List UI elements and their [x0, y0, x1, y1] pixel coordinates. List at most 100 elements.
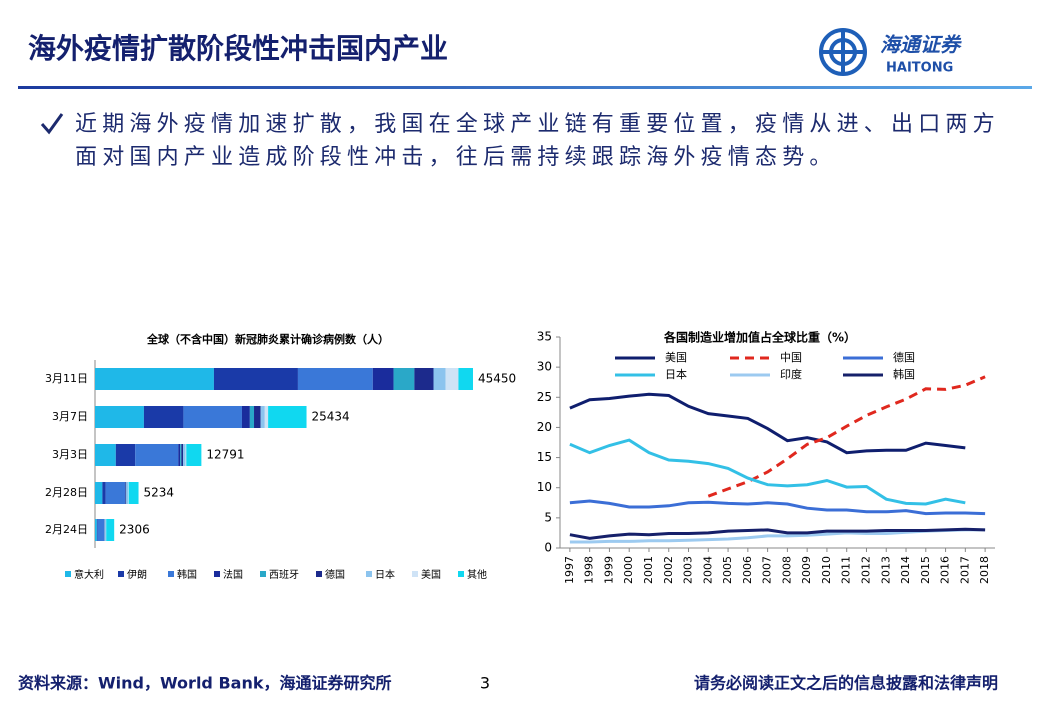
legend-swatch [366, 571, 372, 577]
bar-segment [297, 368, 373, 390]
bar-segment [128, 482, 129, 504]
bar-segment [241, 406, 250, 428]
disclaimer: 请务必阅读正文之后的信息披露和法律声明 [694, 674, 998, 693]
x-tick-label: 2016 [939, 556, 952, 584]
y-tick-label: 15 [537, 450, 552, 464]
logo-text-en: HAITONG [886, 61, 953, 76]
y-tick-label: 2月24日 [45, 523, 88, 536]
bar-segment [143, 406, 184, 428]
slide-title: 海外疫情扩散阶段性冲击国内产业 [28, 32, 448, 65]
source-note: 资料来源：Wind，World Bank，海通证券研究所 [18, 674, 391, 693]
bar-segment [185, 444, 187, 466]
legend-label: 中国 [780, 351, 802, 364]
x-tick-label: 2012 [859, 556, 872, 584]
x-tick-label: 2008 [780, 556, 793, 584]
bar-segment [183, 406, 242, 428]
bar-segment [433, 368, 446, 390]
legend-swatch [458, 571, 464, 577]
bar-segment [95, 482, 103, 504]
series-line [707, 375, 986, 498]
bar-segment [115, 444, 136, 466]
legend-label: 韩国 [893, 367, 915, 381]
x-tick-label: 1998 [583, 556, 596, 584]
x-tick-label: 2017 [958, 556, 971, 584]
y-tick-label: 2月28日 [45, 486, 88, 499]
page-number: 3 [480, 674, 490, 693]
legend-label: 日本 [665, 367, 687, 381]
bar-segment [105, 482, 126, 504]
legend-swatch [118, 571, 124, 577]
bar-segment [260, 406, 265, 428]
x-tick-label: 2015 [919, 556, 932, 584]
legend-label: 意大利 [74, 568, 104, 581]
bar-segment [254, 406, 261, 428]
x-tick-label: 2006 [741, 556, 754, 584]
bar-segment [106, 519, 115, 541]
x-tick-label: 2001 [642, 556, 655, 584]
x-tick-label: 2000 [622, 556, 635, 584]
series-line [569, 499, 986, 516]
bar-segment [183, 444, 186, 466]
title-rule [18, 86, 1032, 89]
bar-segment [95, 406, 144, 428]
x-tick-label: 2005 [721, 556, 734, 584]
logo-icon [819, 28, 867, 76]
bar-segment [414, 368, 434, 390]
bar-segment [104, 519, 106, 541]
total-label: 12791 [206, 448, 244, 462]
bar-segment [372, 368, 394, 390]
bar-segment [458, 368, 473, 390]
bar-segment [102, 482, 106, 504]
legend-label: 韩国 [177, 568, 197, 581]
bar-segment [95, 368, 214, 390]
check-icon [40, 113, 64, 135]
x-tick-label: 2004 [701, 556, 714, 584]
legend-label: 其他 [467, 568, 487, 581]
bullet-text: 近期海外疫情加速扩散，我国在全球产业链有重要位置，疫情从进、出口两方面对国内产业… [75, 112, 1000, 170]
logo-text: 海通证券 [880, 33, 962, 57]
y-tick-label: 35 [537, 330, 552, 344]
x-tick-label: 2011 [840, 556, 853, 584]
legend-label: 德国 [325, 568, 345, 581]
legend-label: 美国 [421, 568, 441, 581]
bar-segment [180, 444, 182, 466]
y-tick-label: 5 [544, 510, 552, 524]
series-line [569, 438, 966, 506]
bar-segment [213, 368, 298, 390]
bar-segment [95, 519, 97, 541]
y-tick-label: 20 [537, 420, 552, 434]
legend-label: 日本 [375, 568, 395, 581]
x-tick-label: 2009 [800, 556, 813, 584]
bar-segment [264, 406, 269, 428]
total-label: 25434 [312, 410, 350, 424]
legend-label: 伊朗 [127, 569, 147, 581]
y-tick-label: 3月7日 [52, 410, 88, 423]
series-line [569, 527, 986, 540]
bar-segment [445, 368, 459, 390]
legend-label: 西班牙 [269, 569, 299, 581]
bar-segment [96, 519, 98, 541]
y-tick-label: 25 [537, 390, 552, 404]
x-tick-label: 2002 [662, 556, 675, 584]
y-tick-label: 3月11日 [45, 372, 88, 385]
x-tick-label: 2018 [978, 556, 991, 584]
bar-segment [95, 444, 116, 466]
x-tick-label: 2014 [899, 556, 912, 584]
legend-label: 印度 [780, 367, 802, 381]
legend-swatch [412, 571, 418, 577]
legend-swatch [260, 571, 266, 577]
legend-swatch [316, 571, 322, 577]
x-tick-label: 2007 [761, 556, 774, 584]
legend-label: 德国 [893, 350, 915, 364]
bar-segment [135, 444, 179, 466]
bar-segment [393, 368, 415, 390]
bar-segment [126, 482, 129, 504]
y-tick-label: 3月3日 [52, 448, 88, 461]
bar-segment [249, 406, 255, 428]
total-label: 45450 [478, 372, 516, 386]
legend-label: 美国 [665, 351, 687, 364]
legend-swatch [214, 571, 220, 577]
chart-title: 全球（不含中国）新冠肺炎累计确诊病例数（人） [146, 332, 389, 346]
